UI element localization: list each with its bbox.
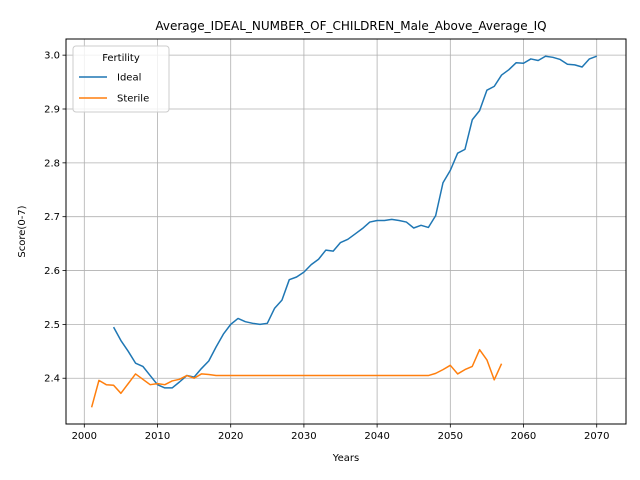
y-tick-label: 2.7 bbox=[44, 212, 60, 223]
y-tick-label: 2.5 bbox=[44, 320, 60, 331]
x-tick-label: 2030 bbox=[291, 431, 316, 442]
series-line-sterile bbox=[90, 348, 503, 408]
axis-ticks: 2000 2010 2020 2030 2040 2050 2060 2070 2.4 2.5 2.… bbox=[44, 51, 609, 442]
x-tick-label: 2040 bbox=[364, 431, 389, 442]
legend-title: Fertility bbox=[102, 53, 140, 64]
x-tick-label: 2000 bbox=[72, 431, 97, 442]
y-tick-label: 3.0 bbox=[44, 51, 60, 62]
y-tick-label: 2.4 bbox=[44, 374, 60, 385]
x-axis-label: Years bbox=[332, 453, 359, 464]
series-line-ideal bbox=[112, 55, 597, 389]
x-tick-label: 2020 bbox=[218, 431, 243, 442]
y-tick-label: 2.9 bbox=[44, 105, 60, 116]
y-tick-label: 2.6 bbox=[44, 266, 60, 277]
x-tick-label: 2050 bbox=[438, 431, 463, 442]
legend-box bbox=[72, 45, 170, 113]
legend-entry: Ideal bbox=[117, 73, 141, 84]
y-axis-label: Score(0-7) bbox=[17, 205, 28, 257]
legend: Fertility Ideal Sterile bbox=[72, 45, 170, 113]
legend-entry: Sterile bbox=[117, 94, 149, 105]
x-tick-label: 2010 bbox=[145, 431, 170, 442]
plot-area-frame bbox=[65, 38, 627, 425]
chart-title: Average_IDEAL_NUMBER_OF_CHILDREN_Male_Ab… bbox=[155, 19, 546, 33]
series-lines bbox=[90, 55, 597, 408]
x-tick-label: 2070 bbox=[584, 431, 609, 442]
y-tick-label: 2.8 bbox=[44, 158, 60, 169]
grid-lines bbox=[66, 39, 626, 424]
x-tick-label: 2060 bbox=[511, 431, 536, 442]
